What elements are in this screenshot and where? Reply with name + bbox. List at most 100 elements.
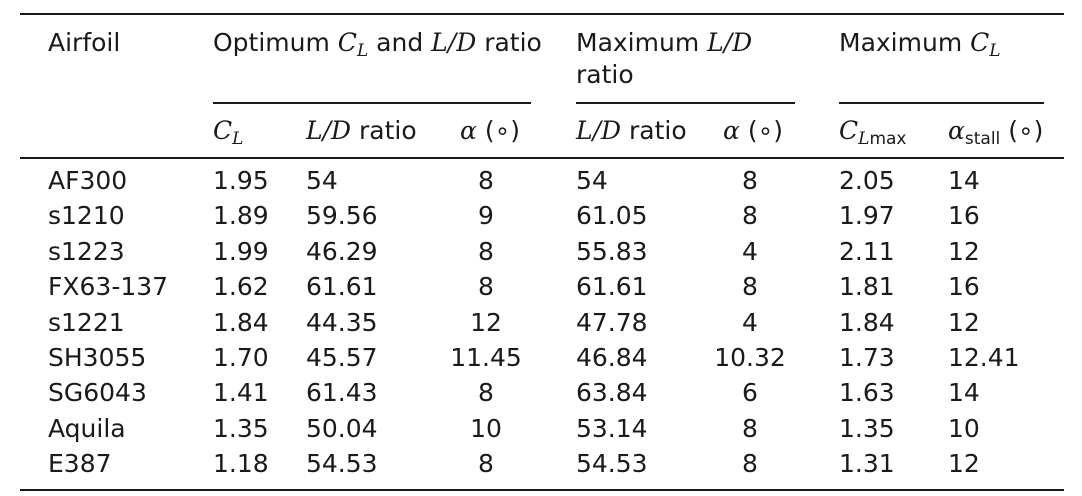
header-maxld-ld: L/D [707, 28, 753, 57]
cell-ld-ratio: 45.57 [306, 343, 378, 372]
cell-ld-ratio: 61.43 [306, 378, 378, 408]
cell-airfoil: s1223 [48, 236, 125, 266]
cell-max-ld: 54 [576, 166, 608, 195]
subheader-alpha2-unit: (∘) [739, 116, 783, 145]
cell-alpha: 8 [478, 272, 494, 302]
cell-cl-max: 1.97 [839, 201, 895, 231]
header-optimum-cl-ld: Optimum CL and L/D ratio [213, 27, 542, 67]
cell-alpha-stall: 14 [948, 166, 980, 195]
cell-airfoil: AF300 [48, 166, 128, 195]
header-maxcl-c-sub: L [989, 41, 1001, 61]
cell-max-ld: 47.78 [576, 307, 648, 337]
bottom-rule [20, 489, 1064, 491]
subheader-ld2-post: ratio [621, 116, 687, 145]
header-maxcl-c: C [970, 28, 990, 57]
cell-cl: 1.18 [213, 449, 269, 479]
cell-max-ld: 61.61 [576, 272, 648, 302]
group3-rule [839, 102, 1044, 104]
cell-cl-max: 1.81 [839, 272, 895, 302]
cell-cl: 1.35 [213, 413, 269, 443]
cell-cl: 1.99 [213, 236, 269, 266]
cell-max-ld: 54.53 [576, 449, 648, 479]
cell-alpha: 11.45 [450, 343, 522, 372]
cell-cl: 1.95 [213, 166, 269, 195]
cell-airfoil: FX63-137 [48, 272, 169, 302]
subheader-alpha-stall: αstall (∘) [948, 115, 1043, 155]
subheader-cl-max: CLmax [839, 115, 906, 155]
header-optimum-ld: L/D [431, 28, 477, 57]
subheader-clmax-c: C [839, 116, 859, 145]
cell-cl-max: 1.84 [839, 307, 895, 337]
cell-max-alpha: 4 [742, 307, 758, 337]
cell-ld-ratio: 44.35 [306, 307, 378, 337]
cell-alpha-stall: 12 [948, 307, 980, 337]
subheader-cl-c: C [213, 116, 233, 145]
cell-alpha-stall: 16 [948, 272, 980, 302]
subheader-ld2-ld: L/D [576, 116, 622, 145]
cell-max-ld: 61.05 [576, 201, 648, 231]
header-optimum-c-sub: L [356, 41, 369, 61]
cell-alpha: 8 [478, 236, 494, 266]
subheader-astall-a: α [948, 116, 965, 145]
group1-rule [213, 102, 531, 104]
subheader-alpha2-a: α [723, 116, 740, 145]
group2-rule [576, 102, 795, 104]
cell-ld-ratio: 46.29 [306, 236, 378, 266]
subheader-alpha1-unit: (∘) [476, 116, 520, 145]
cell-ld-ratio: 54 [306, 166, 338, 195]
cell-cl: 1.62 [213, 272, 269, 302]
header-maxld-pre: Maximum [576, 28, 708, 57]
subheader-clmax-sub-it: L [858, 129, 870, 149]
cell-alpha-stall: 12 [948, 449, 980, 479]
subheader-alpha-1: α (∘) [460, 115, 520, 147]
cell-max-ld: 63.84 [576, 378, 648, 408]
cell-max-alpha: 8 [742, 201, 758, 231]
cell-airfoil: Aquila [48, 413, 126, 443]
cell-alpha: 8 [478, 449, 494, 479]
cell-airfoil: s1210 [48, 201, 125, 231]
subheader-alpha-2: α (∘) [723, 115, 783, 147]
cell-cl: 1.89 [213, 201, 269, 231]
cell-cl-max: 1.73 [839, 343, 895, 372]
cell-max-ld: 55.83 [576, 236, 648, 266]
subheader-ld1-ld: L/D [306, 116, 352, 145]
cell-alpha-stall: 12.41 [948, 343, 1020, 372]
cell-airfoil: E387 [48, 449, 112, 479]
cell-airfoil: SG6043 [48, 378, 147, 408]
cell-max-alpha: 10.32 [714, 343, 786, 372]
header-optimum-pre: Optimum [213, 28, 338, 57]
cell-max-alpha: 8 [742, 166, 758, 195]
header-rule [20, 157, 1064, 159]
top-rule [20, 13, 1064, 15]
header-maxcl-pre: Maximum [839, 28, 971, 57]
cell-max-alpha: 6 [742, 378, 758, 408]
cell-max-alpha: 4 [742, 236, 758, 266]
subheader-cl-sub: L [232, 129, 244, 149]
cell-cl-max: 1.63 [839, 378, 895, 408]
cell-alpha: 10 [470, 413, 502, 443]
cell-cl-max: 2.11 [839, 236, 895, 266]
cell-cl: 1.41 [213, 378, 269, 408]
cell-max-ld: 46.84 [576, 343, 648, 372]
subheader-alpha1-a: α [460, 116, 477, 145]
header-airfoil-text: Airfoil [48, 28, 121, 57]
subheader-ld1-post: ratio [351, 116, 417, 145]
subheader-astall-unit: (∘) [1000, 116, 1044, 145]
subheader-ld-ratio-2: L/D ratio [576, 115, 687, 147]
cell-max-alpha: 8 [742, 413, 758, 443]
cell-max-ld: 53.14 [576, 413, 648, 443]
cell-max-alpha: 8 [742, 272, 758, 302]
cell-ld-ratio: 50.04 [306, 413, 378, 443]
cell-alpha-stall: 14 [948, 378, 980, 408]
cell-alpha-stall: 16 [948, 201, 980, 231]
cell-airfoil: s1221 [48, 307, 125, 337]
cell-alpha: 12 [470, 307, 502, 337]
cell-alpha: 8 [478, 166, 494, 195]
cell-ld-ratio: 54.53 [306, 449, 378, 479]
cell-ld-ratio: 61.61 [306, 272, 378, 302]
header-airfoil: Airfoil [48, 27, 120, 59]
header-maximum-ld: Maximum L/D ratio [576, 27, 752, 91]
subheader-ld-ratio-1: L/D ratio [306, 115, 417, 147]
cell-alpha-stall: 10 [948, 413, 980, 443]
cell-airfoil: SH3055 [48, 343, 147, 372]
